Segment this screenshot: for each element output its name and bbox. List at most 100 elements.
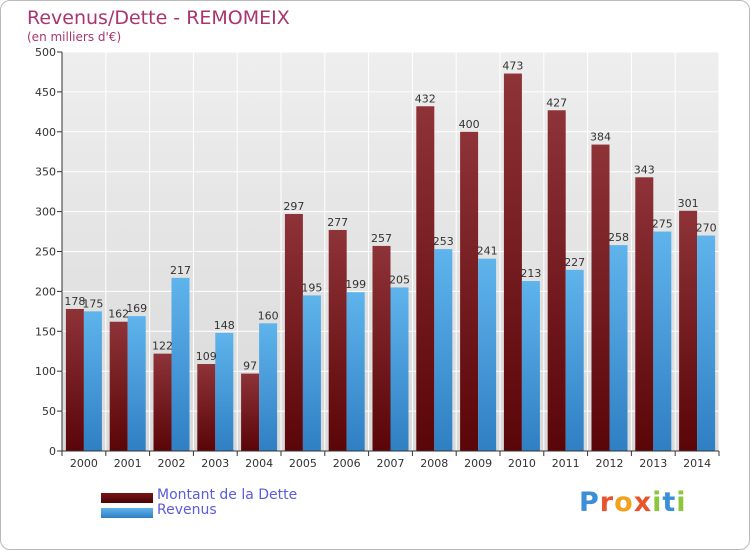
bar-revenus: [565, 269, 584, 451]
data-label-dette: 109: [196, 350, 217, 363]
legend-swatch-revenus: [101, 508, 153, 518]
proxiti-logo: Proxiti: [579, 487, 687, 518]
data-label-revenus: 175: [82, 297, 103, 310]
data-label-revenus: 217: [170, 264, 191, 277]
bar-dette: [460, 131, 479, 452]
x-tick-label: 2002: [158, 457, 186, 470]
bar-revenus: [653, 231, 672, 451]
bar-dette: [503, 73, 522, 452]
data-label-dette: 122: [152, 340, 173, 353]
logo-letter: r: [599, 487, 615, 518]
y-tick-label: 200: [35, 285, 56, 298]
x-tick-label: 2006: [333, 457, 361, 470]
data-label-dette: 97: [243, 360, 257, 373]
x-tick-label: 2000: [70, 457, 98, 470]
data-label-revenus: 213: [520, 267, 541, 280]
data-label-revenus: 227: [564, 256, 585, 269]
x-tick-label: 2012: [596, 457, 624, 470]
legend-swatch-dette: [101, 493, 153, 503]
x-tick-label: 2004: [245, 457, 273, 470]
y-tick-label: 250: [35, 246, 56, 259]
y-tick-label: 100: [35, 365, 56, 378]
x-tick-label: 2010: [508, 457, 536, 470]
data-label-dette: 297: [283, 200, 304, 213]
data-label-dette: 384: [590, 131, 611, 144]
y-tick-label: 400: [35, 126, 56, 139]
bar-revenus: [83, 311, 102, 451]
bar-dette: [416, 106, 435, 451]
chart-subtitle: (en milliers d'€): [27, 30, 122, 44]
bar-revenus: [521, 281, 540, 451]
data-label-dette: 432: [415, 92, 436, 105]
legend-label-dette: Montant de la Dette: [157, 487, 298, 503]
data-label-dette: 277: [327, 216, 348, 229]
bar-revenus: [390, 287, 409, 451]
data-label-revenus: 205: [389, 273, 410, 286]
bar-revenus: [302, 295, 321, 451]
bar-revenus: [697, 235, 716, 451]
data-label-revenus: 258: [608, 231, 629, 244]
bar-revenus: [609, 245, 628, 451]
y-tick-label: 50: [42, 405, 56, 418]
data-label-revenus: 148: [214, 319, 235, 332]
data-label-revenus: 275: [652, 218, 673, 231]
x-tick-label: 2013: [639, 457, 667, 470]
data-label-dette: 473: [502, 60, 523, 73]
data-label-revenus: 169: [126, 302, 147, 315]
bar-dette: [197, 364, 216, 451]
logo-letter: t: [662, 487, 677, 518]
legend-label-revenus: Revenus: [157, 502, 217, 518]
y-tick-label: 450: [35, 86, 56, 99]
data-label-revenus: 199: [345, 278, 366, 291]
data-label-revenus: 270: [696, 222, 717, 235]
y-tick-label: 350: [35, 166, 56, 179]
y-tick-label: 500: [35, 46, 56, 59]
x-tick-label: 2005: [289, 457, 317, 470]
x-tick-label: 2009: [464, 457, 492, 470]
x-tick-label: 2001: [114, 457, 142, 470]
bar-dette: [153, 353, 172, 451]
y-tick-label: 0: [49, 445, 56, 458]
x-tick-label: 2014: [683, 457, 711, 470]
y-tick-label: 300: [35, 206, 56, 219]
x-tick-label: 2011: [552, 457, 580, 470]
bar-revenus: [259, 323, 278, 451]
logo-letter: o: [614, 487, 634, 518]
data-label-revenus: 253: [433, 235, 454, 248]
logo-letter: x: [633, 487, 653, 518]
data-label-revenus: 195: [301, 281, 322, 294]
bar-revenus: [127, 316, 146, 451]
chart-title: Revenus/Dette - REMOMEIX: [27, 7, 290, 29]
bar-revenus: [346, 292, 365, 451]
data-label-dette: 400: [459, 118, 480, 131]
data-label-dette: 162: [108, 308, 129, 321]
bar-dette: [328, 229, 347, 451]
bar-dette: [109, 321, 128, 451]
bar-dette: [65, 308, 84, 451]
data-label-dette: 427: [546, 96, 567, 109]
logo-letter: P: [579, 487, 600, 518]
x-tick-label: 2003: [201, 457, 229, 470]
data-label-dette: 343: [634, 163, 655, 176]
data-label-revenus: 241: [477, 245, 498, 258]
bar-dette: [241, 373, 260, 451]
logo-letter: i: [676, 487, 687, 518]
bar-dette: [284, 213, 303, 451]
x-tick-label: 2008: [420, 457, 448, 470]
data-label-dette: 301: [678, 197, 699, 210]
data-label-dette: 178: [64, 295, 85, 308]
bar-revenus: [434, 249, 453, 451]
bar-revenus: [171, 277, 190, 451]
data-label-revenus: 160: [258, 309, 279, 322]
bar-dette: [679, 210, 698, 451]
bar-dette: [635, 177, 654, 451]
bar-dette: [547, 110, 566, 451]
x-tick-label: 2007: [377, 457, 405, 470]
logo-letter: i: [652, 487, 663, 518]
bar-dette: [372, 245, 391, 451]
bar-revenus: [478, 258, 497, 451]
data-label-dette: 257: [371, 232, 392, 245]
bar-revenus: [215, 332, 234, 451]
